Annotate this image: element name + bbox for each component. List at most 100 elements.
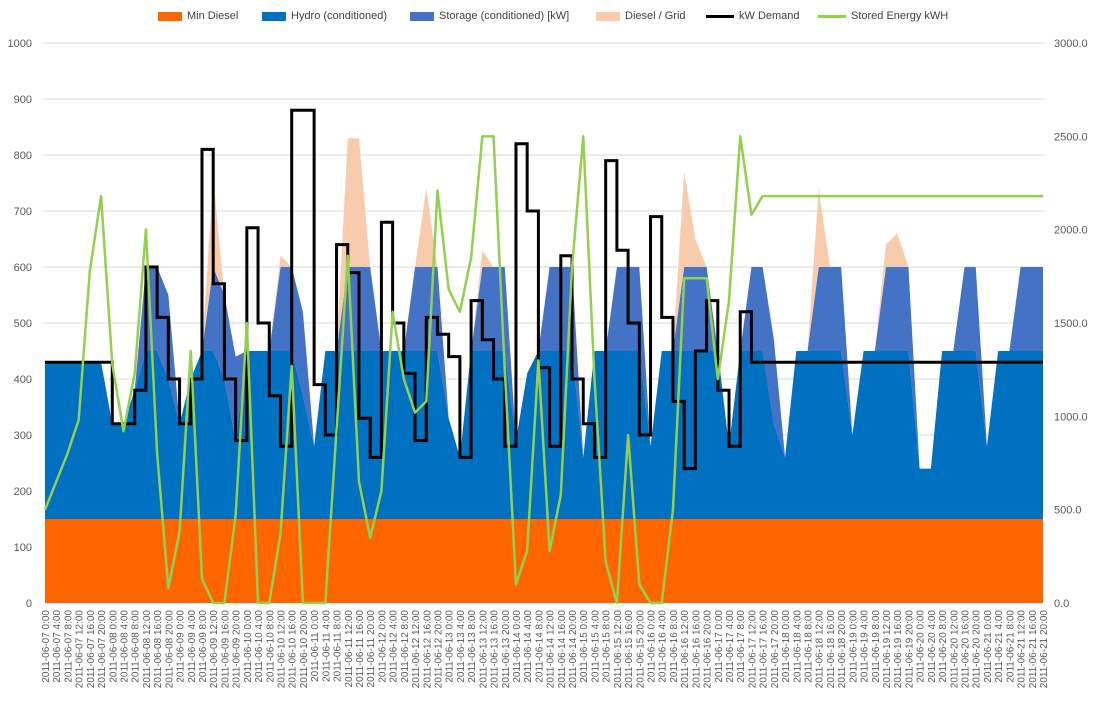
x-tick-label: 2011-06-20 16:00 bbox=[961, 610, 972, 689]
y2-tick-label: 500.0 bbox=[1054, 505, 1082, 517]
x-tick-label: 2011-06-18 4:00 bbox=[792, 610, 803, 683]
x-tick-label: 2011-06-07 16:00 bbox=[86, 610, 97, 689]
y2-tick-label: 1500.0 bbox=[1054, 318, 1088, 330]
x-tick-label: 2011-06-19 8:00 bbox=[871, 610, 882, 683]
legend-swatch bbox=[158, 11, 182, 21]
legend-label: kW Demand bbox=[739, 10, 800, 22]
y-tick-label: 900 bbox=[14, 94, 32, 106]
y-tick-label: 400 bbox=[14, 374, 32, 386]
x-tick-label: 2011-06-21 8:00 bbox=[1005, 610, 1016, 683]
x-tick-label: 2011-06-17 4:00 bbox=[725, 610, 736, 683]
x-tick-label: 2011-06-12 0:00 bbox=[377, 610, 388, 683]
line-kw-demand bbox=[45, 108, 1043, 471]
x-tick-label: 2011-06-21 0:00 bbox=[983, 610, 994, 683]
area-min-diesel bbox=[45, 519, 1043, 603]
x-tick-label: 2011-06-17 0:00 bbox=[714, 610, 725, 683]
x-tick-label: 2011-06-10 4:00 bbox=[254, 610, 265, 683]
x-tick-label: 2011-06-10 16:00 bbox=[288, 610, 299, 689]
x-tick-label: 2011-06-15 4:00 bbox=[590, 610, 601, 683]
x-tick-label: 2011-06-17 16:00 bbox=[759, 610, 770, 689]
x-tick-label: 2011-06-15 20:00 bbox=[635, 610, 646, 689]
x-tick-label: 2011-06-10 20:00 bbox=[299, 610, 310, 689]
legend-swatch bbox=[706, 14, 734, 18]
x-tick-label: 2011-06-16 8:00 bbox=[669, 610, 680, 683]
x-tick-label: 2011-06-07 12:00 bbox=[75, 610, 86, 689]
x-tick-label: 2011-06-20 12:00 bbox=[949, 610, 960, 689]
x-tick-label: 2011-06-21 4:00 bbox=[994, 610, 1005, 683]
legend-item: kW Demand bbox=[706, 8, 800, 24]
x-tick-label: 2011-06-09 16:00 bbox=[220, 610, 231, 689]
x-tick-label: 2011-06-15 16:00 bbox=[624, 610, 635, 689]
x-tick-label: 2011-06-09 0:00 bbox=[176, 610, 187, 683]
y-tick-label: 700 bbox=[14, 206, 32, 218]
x-tick-label: 2011-06-08 20:00 bbox=[164, 610, 175, 689]
x-tick-label: 2011-06-08 16:00 bbox=[153, 610, 164, 689]
x-tick-label: 2011-06-07 20:00 bbox=[97, 610, 108, 689]
line-stored-energy-kwh bbox=[43, 135, 1043, 605]
x-tick-label: 2011-06-16 12:00 bbox=[680, 610, 691, 689]
area-storage-conditioned-kw bbox=[45, 267, 1043, 469]
y-tick-label: 0 bbox=[26, 598, 32, 610]
y-tick-label: 600 bbox=[14, 262, 32, 274]
x-tick-label: 2011-06-19 12:00 bbox=[882, 610, 893, 689]
x-tick-label: 2011-06-13 20:00 bbox=[501, 610, 512, 689]
x-tick-label: 2011-06-14 0:00 bbox=[512, 610, 523, 683]
x-tick-label: 2011-06-08 8:00 bbox=[131, 610, 142, 683]
x-tick-label: 2011-06-12 4:00 bbox=[389, 610, 400, 683]
x-tick-label: 2011-06-11 0:00 bbox=[310, 610, 321, 682]
y-tick-label: 300 bbox=[14, 430, 32, 442]
legend-label: Min Diesel bbox=[187, 10, 239, 22]
x-tick-label: 2011-06-08 0:00 bbox=[108, 610, 119, 683]
legend-swatch bbox=[596, 11, 620, 21]
x-tick-label: 2011-06-14 16:00 bbox=[557, 610, 568, 689]
x-tick-label: 2011-06-19 20:00 bbox=[904, 610, 915, 689]
y2-tick-label: 0.0 bbox=[1054, 598, 1069, 610]
y-tick-label: 1000 bbox=[8, 38, 32, 50]
x-tick-label: 2011-06-21 12:00 bbox=[1017, 610, 1028, 689]
legend-item: Hydro (conditioned) bbox=[262, 8, 387, 24]
x-tick-label: 2011-06-19 0:00 bbox=[848, 610, 859, 683]
y-tick-label: 200 bbox=[14, 486, 32, 498]
x-tick-label: 2011-06-18 8:00 bbox=[804, 610, 815, 683]
x-tick-label: 2011-06-15 0:00 bbox=[579, 610, 590, 683]
legend-label: Stored Energy kWH bbox=[851, 10, 949, 22]
x-tick-label: 2011-06-09 20:00 bbox=[232, 610, 243, 689]
legend: Min Diesel Hydro (conditioned) Storage (co… bbox=[0, 8, 1094, 28]
x-tick-label: 2011-06-13 4:00 bbox=[456, 610, 467, 683]
x-tick-label: 2011-06-07 4:00 bbox=[52, 610, 63, 683]
x-tick-label: 2011-06-20 8:00 bbox=[938, 610, 949, 683]
x-tick-label: 2011-06-09 12:00 bbox=[209, 610, 220, 689]
x-tick-label: 2011-06-12 16:00 bbox=[422, 610, 433, 689]
x-tick-label: 2011-06-14 20:00 bbox=[568, 610, 579, 689]
x-tick-label: 2011-06-17 12:00 bbox=[747, 610, 758, 689]
y-tick-label: 500 bbox=[14, 318, 32, 330]
x-tick-label: 2011-06-18 20:00 bbox=[837, 610, 848, 689]
x-tick-label: 2011-06-21 20:00 bbox=[1039, 610, 1050, 689]
x-tick-label: 2011-06-15 12:00 bbox=[613, 610, 624, 689]
x-tick-label: 2011-06-15 8:00 bbox=[602, 610, 613, 683]
x-tick-label: 2011-06-12 8:00 bbox=[400, 610, 411, 683]
legend-label: Storage (conditioned) [kW] bbox=[439, 10, 570, 22]
x-tick-label: 2011-06-12 20:00 bbox=[433, 610, 444, 689]
legend-swatch bbox=[410, 11, 434, 21]
x-tick-label: 2011-06-11 16:00 bbox=[355, 610, 366, 688]
x-tick-label: 2011-06-14 12:00 bbox=[546, 610, 557, 689]
x-tick-label: 2011-06-18 0:00 bbox=[781, 610, 792, 683]
x-tick-label: 2011-06-16 4:00 bbox=[658, 610, 669, 683]
x-tick-label: 2011-06-21 16:00 bbox=[1028, 610, 1039, 689]
x-tick-label: 2011-06-16 0:00 bbox=[647, 610, 658, 683]
x-tick-label: 2011-06-13 0:00 bbox=[445, 610, 456, 683]
x-tick-label: 2011-06-20 0:00 bbox=[916, 610, 927, 683]
legend-label: Diesel / Grid bbox=[625, 10, 686, 22]
x-tick-label: 2011-06-10 12:00 bbox=[276, 610, 287, 689]
x-tick-label: 2011-06-19 4:00 bbox=[860, 610, 871, 683]
x-tick-label: 2011-06-12 12:00 bbox=[411, 610, 422, 689]
x-tick-label: 2011-06-09 8:00 bbox=[198, 610, 209, 683]
x-tick-label: 2011-06-13 16:00 bbox=[490, 610, 501, 689]
x-tick-label: 2011-06-18 12:00 bbox=[815, 610, 826, 689]
x-tick-label: 2011-06-11 4:00 bbox=[321, 610, 332, 682]
x-tick-label: 2011-06-10 0:00 bbox=[243, 610, 254, 683]
y-tick-label: 800 bbox=[14, 150, 32, 162]
